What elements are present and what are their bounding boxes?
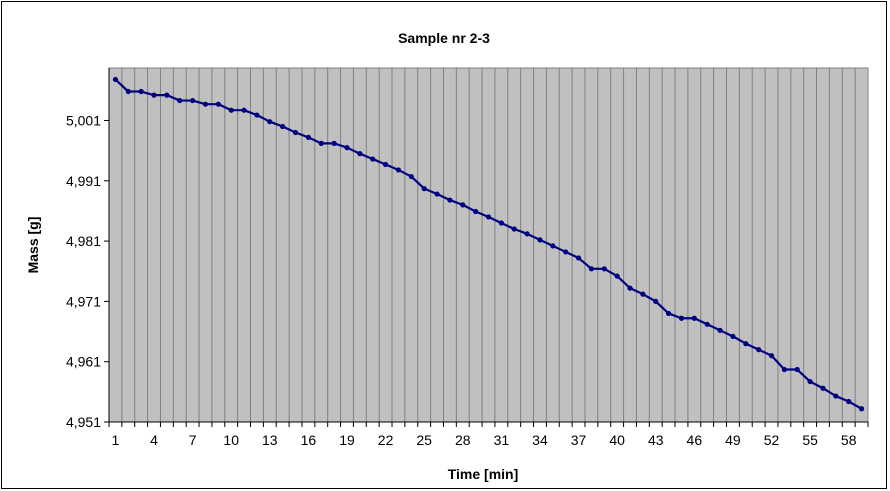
data-point	[177, 97, 183, 104]
data-point	[408, 173, 414, 180]
data-point	[138, 88, 144, 95]
data-point	[280, 123, 286, 130]
data-point	[434, 191, 440, 197]
data-point	[588, 266, 595, 272]
data-point	[666, 310, 672, 317]
data-point	[421, 186, 427, 192]
data-point	[575, 255, 582, 261]
data-point	[743, 341, 749, 347]
x-tick-label: 22	[378, 432, 394, 448]
x-tick-label: 7	[189, 432, 197, 448]
x-tick-label: 19	[339, 432, 355, 448]
data-point	[820, 385, 826, 391]
data-point	[292, 129, 299, 136]
data-point	[511, 226, 517, 232]
data-point	[228, 107, 234, 113]
x-axis-label: Time [min]	[448, 466, 519, 482]
data-point	[395, 167, 402, 173]
data-point	[563, 249, 569, 255]
data-point	[215, 101, 221, 107]
data-point	[447, 197, 453, 203]
x-tick-label: 40	[609, 432, 625, 448]
y-tick-label: 4,981	[66, 233, 101, 249]
x-tick-label: 25	[416, 432, 432, 448]
chart-title: Sample nr 2-3	[398, 30, 490, 46]
data-point	[498, 220, 504, 226]
data-point	[640, 291, 646, 297]
x-tick-label: 49	[725, 432, 741, 448]
plot-area: 4,951 4,961 4,971 4,981 4,991 5,001 1 4 7 10 13 16 1…	[66, 67, 869, 448]
data-point	[241, 107, 247, 113]
y-axis-label: Mass [g]	[25, 217, 41, 274]
data-point	[691, 315, 697, 321]
x-tick-label: 43	[648, 432, 664, 448]
y-tick-label: 4,991	[66, 173, 101, 189]
y-tick-label: 4,951	[66, 414, 101, 430]
data-point	[678, 315, 685, 321]
data-point	[331, 140, 337, 146]
data-point	[653, 298, 659, 304]
data-point	[305, 134, 311, 140]
y-tick-label: 4,961	[66, 354, 101, 370]
data-point	[730, 333, 736, 339]
x-tick-label: 37	[571, 432, 587, 448]
data-point	[164, 92, 170, 98]
data-point	[460, 202, 466, 208]
data-point	[537, 237, 543, 243]
y-tick-label: 5,001	[66, 112, 101, 128]
x-tick-label: 58	[841, 432, 857, 448]
data-point	[318, 140, 324, 146]
data-point	[190, 97, 196, 104]
data-point	[807, 378, 813, 385]
x-tick-label: 34	[532, 432, 548, 448]
x-tick-label: 55	[802, 432, 818, 448]
data-point	[614, 273, 620, 279]
data-point	[704, 321, 710, 327]
x-tick-label: 16	[301, 432, 317, 448]
data-point	[601, 266, 607, 272]
data-point	[846, 398, 852, 405]
data-point	[151, 92, 157, 98]
x-tick-label: 10	[223, 432, 239, 448]
data-point	[344, 145, 350, 151]
x-tick-label: 4	[150, 432, 158, 448]
data-point	[267, 119, 273, 125]
data-point	[254, 112, 260, 118]
data-point	[833, 393, 839, 399]
data-point	[794, 366, 800, 373]
data-point	[357, 151, 363, 157]
data-point	[550, 243, 556, 249]
data-point	[382, 161, 389, 168]
x-tick-label: 1	[112, 432, 120, 448]
data-point	[202, 101, 209, 107]
x-tick-label: 46	[687, 432, 703, 448]
data-point	[717, 327, 723, 333]
data-point	[125, 88, 131, 95]
x-tick-label: 28	[455, 432, 471, 448]
data-point	[768, 353, 775, 359]
data-point	[473, 208, 479, 215]
data-point	[370, 156, 376, 162]
data-point	[756, 347, 762, 353]
data-point	[858, 406, 865, 412]
x-tick-label: 52	[764, 432, 780, 448]
x-tick-label: 31	[494, 432, 510, 448]
x-tick-label: 13	[262, 432, 278, 448]
data-point	[485, 214, 492, 220]
data-point	[524, 231, 530, 237]
y-tick-label: 4,971	[66, 293, 101, 309]
data-point	[781, 366, 787, 373]
plot-background	[109, 68, 868, 422]
data-point	[627, 285, 633, 291]
data-point	[112, 76, 119, 83]
